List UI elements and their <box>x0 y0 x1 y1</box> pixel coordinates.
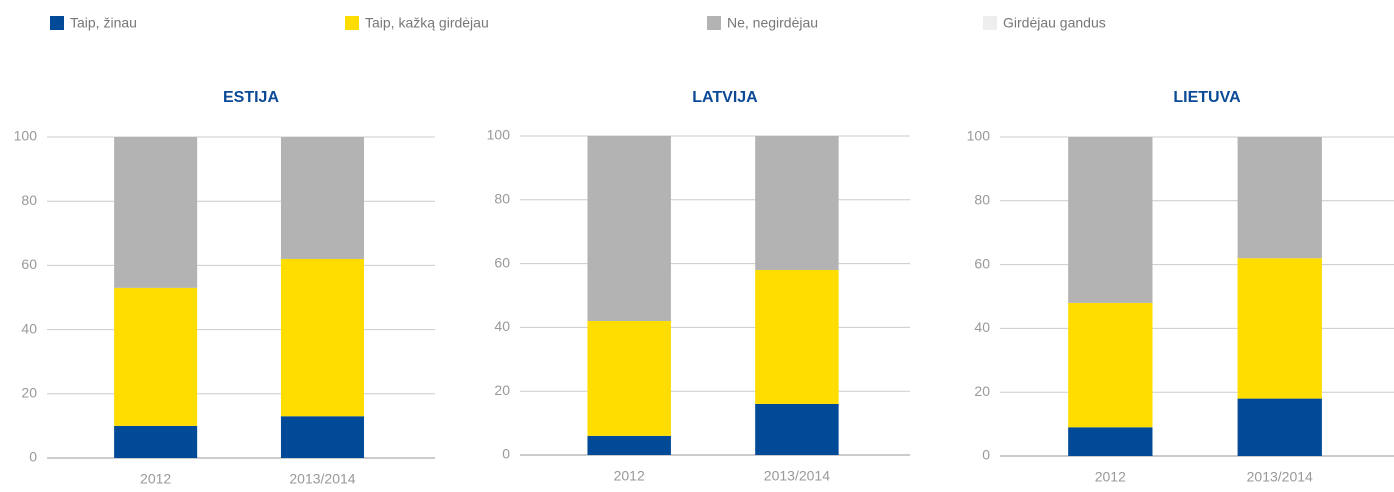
x-tick-label: 2012 <box>1095 469 1126 485</box>
legend-label: Girdėjau gandus <box>1003 15 1106 31</box>
legend-swatch <box>50 16 64 30</box>
bar-segment <box>1237 137 1322 259</box>
bar-segment <box>114 287 198 426</box>
y-tick-label: 20 <box>21 385 37 401</box>
legend-swatch <box>345 16 359 30</box>
bar-segment <box>1068 302 1153 428</box>
legend-label: Ne, negirdėjau <box>727 15 818 31</box>
y-tick-label: 40 <box>974 319 990 335</box>
x-tick-label: 2013/2014 <box>289 471 355 487</box>
bar-segment <box>280 416 364 458</box>
y-tick-label: 20 <box>974 383 990 399</box>
x-tick-label: 2012 <box>614 468 645 484</box>
legend-swatch <box>707 16 721 30</box>
y-tick-label: 60 <box>21 256 37 272</box>
legend-swatch <box>983 16 997 30</box>
y-tick-label: 80 <box>974 192 990 208</box>
x-tick-label: 2012 <box>140 471 171 487</box>
bar-segment <box>1068 427 1153 456</box>
bar-segment <box>1068 137 1153 303</box>
legend-label: Taip, kažką girdėjau <box>365 15 489 31</box>
bar-segment <box>1237 398 1322 456</box>
legend-label: Taip, žinau <box>70 15 137 31</box>
bar-segment <box>114 137 198 288</box>
y-tick-label: 60 <box>494 254 510 270</box>
bar-segment <box>755 269 839 404</box>
y-tick-label: 80 <box>21 192 37 208</box>
bar-segment <box>280 137 364 259</box>
y-tick-label: 0 <box>982 447 990 463</box>
x-tick-label: 2013/2014 <box>764 468 830 484</box>
y-tick-label: 20 <box>494 382 510 398</box>
bar-segment <box>280 258 364 417</box>
y-tick-label: 0 <box>29 449 37 465</box>
x-tick-label: 2013/2014 <box>1247 469 1313 485</box>
y-tick-label: 40 <box>494 318 510 334</box>
bar-segment <box>587 435 671 455</box>
y-tick-label: 60 <box>974 255 990 271</box>
y-tick-label: 100 <box>967 128 991 144</box>
bar-segment <box>587 321 671 436</box>
chart-title: ESTIJA <box>223 89 279 106</box>
y-tick-label: 0 <box>502 446 510 462</box>
bar-segment <box>1237 258 1322 399</box>
chart-title: LIETUVA <box>1173 89 1241 106</box>
bar-segment <box>587 136 671 322</box>
bar-segment <box>114 425 198 458</box>
bar-segment <box>755 136 839 270</box>
chart-title: LATVIJA <box>692 89 758 106</box>
bar-segment <box>755 403 839 455</box>
y-tick-label: 100 <box>487 127 511 143</box>
y-tick-label: 100 <box>14 128 38 144</box>
y-tick-label: 40 <box>21 320 37 336</box>
y-tick-label: 80 <box>494 191 510 207</box>
